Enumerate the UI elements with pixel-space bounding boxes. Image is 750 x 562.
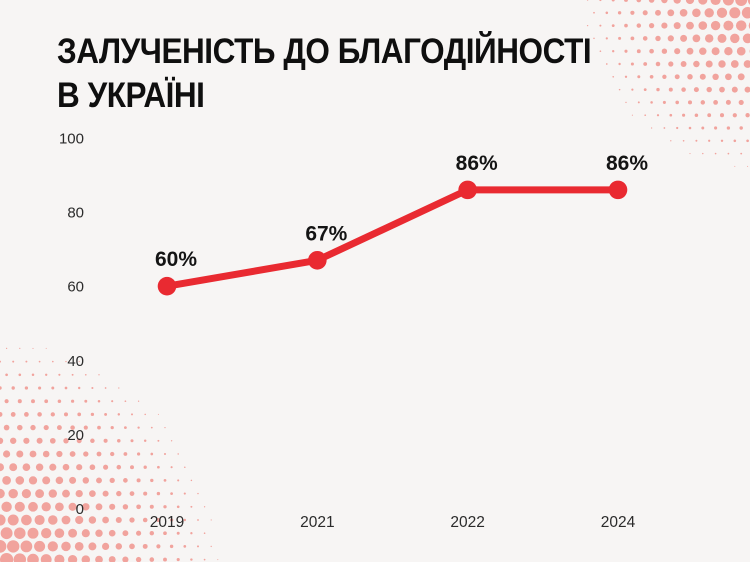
point-label-2022: 86% xyxy=(456,152,498,175)
data-point-2019 xyxy=(157,276,177,296)
x-tick-label-2022: 2022 xyxy=(450,514,484,531)
trend-line xyxy=(163,186,622,290)
data-point-2021 xyxy=(308,250,327,270)
x-tick-label-2024: 2024 xyxy=(601,514,636,531)
point-label-2024: 86% xyxy=(606,152,648,175)
page-title-line1: ЗАЛУЧЕНІСТЬ ДО БЛАГОДІЙНОСТІ xyxy=(57,32,592,71)
x-tick-label-2021: 2021 xyxy=(300,514,334,531)
y-tick-label: 20 xyxy=(67,427,84,444)
y-tick-label: 60 xyxy=(67,279,84,296)
y-tick-label: 100 xyxy=(59,131,84,148)
y-tick-label: 40 xyxy=(67,353,84,370)
x-tick-label-2019: 2019 xyxy=(150,514,184,531)
point-label-2019: 60% xyxy=(155,248,197,271)
point-label-2021: 67% xyxy=(305,222,347,245)
page-title-line2: В УКРАЇНІ xyxy=(57,76,205,115)
page-title: ЗАЛУЧЕНІСТЬ ДО БЛАГОДІЙНОСТІ В УКРАЇНІ xyxy=(57,30,592,118)
data-point-2024 xyxy=(608,180,628,200)
y-tick-label: 80 xyxy=(67,205,84,222)
y-tick-label: 0 xyxy=(76,501,84,518)
data-point-2022 xyxy=(458,180,477,200)
